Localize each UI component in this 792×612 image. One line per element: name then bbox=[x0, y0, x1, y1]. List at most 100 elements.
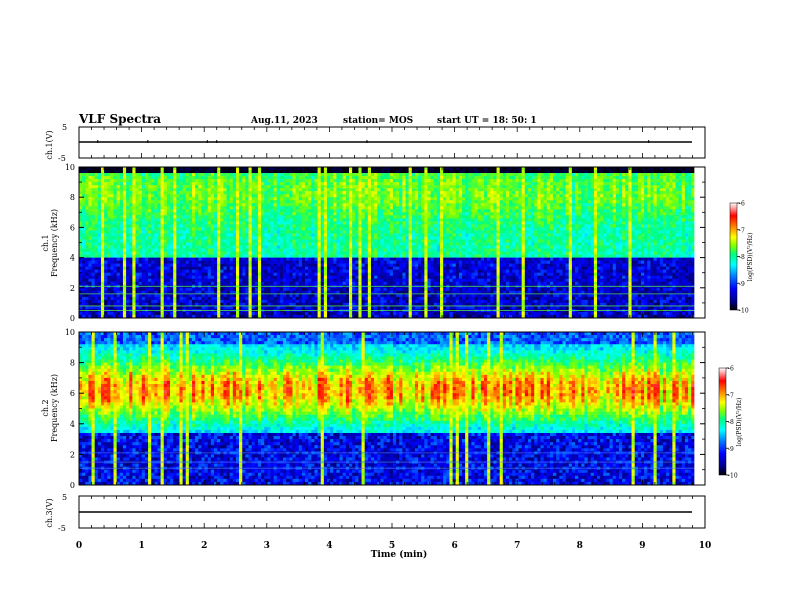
spectrogram-cell bbox=[223, 302, 227, 307]
spectrogram-cell bbox=[176, 254, 180, 258]
spectrogram-cell bbox=[286, 263, 290, 267]
spectrogram-cell bbox=[301, 272, 306, 277]
spectrogram-cell bbox=[179, 176, 183, 180]
spectrogram-cell bbox=[367, 242, 372, 246]
spectrogram-cell bbox=[270, 290, 274, 295]
spectrogram-cell bbox=[232, 251, 237, 255]
spectrogram-cell bbox=[85, 206, 89, 210]
spectrogram-cell bbox=[273, 206, 278, 210]
spectrogram-cell bbox=[192, 260, 196, 264]
spectrogram-cell bbox=[97, 197, 102, 201]
spectrogram-cell bbox=[239, 269, 243, 273]
spectrogram-cell bbox=[166, 170, 171, 174]
spectrogram-cell bbox=[214, 185, 218, 189]
spectrogram-cell bbox=[314, 188, 318, 192]
spectrogram-cell bbox=[173, 254, 177, 258]
spectrogram-cell bbox=[88, 239, 92, 243]
spectrogram-cell bbox=[110, 272, 114, 277]
spectrogram-cell bbox=[210, 176, 215, 180]
spectrogram-cell bbox=[367, 182, 372, 186]
spectrogram-cell bbox=[320, 296, 325, 301]
spectrogram-cell bbox=[91, 281, 95, 286]
spectrogram-cell bbox=[113, 215, 117, 219]
spectrogram-cell bbox=[251, 197, 256, 201]
spectrogram-cell bbox=[166, 185, 171, 189]
spectrogram-cell bbox=[270, 245, 274, 249]
spectrogram-cell bbox=[201, 239, 205, 243]
spectrogram-cell bbox=[110, 266, 114, 270]
spectrogram-cell bbox=[204, 266, 209, 270]
spectrogram-cell bbox=[129, 260, 133, 264]
spectrogram-cell bbox=[157, 176, 161, 180]
spectrogram-cell bbox=[138, 185, 143, 189]
spectrogram-cell bbox=[361, 182, 365, 186]
spectrogram-cell bbox=[100, 254, 105, 258]
spectrogram-cell bbox=[339, 272, 344, 277]
spectrogram-cell bbox=[154, 221, 158, 225]
spectrogram-cell bbox=[176, 197, 180, 201]
spectrogram-cell bbox=[104, 311, 108, 316]
spectrogram-cell bbox=[179, 239, 183, 243]
spectrogram-cell bbox=[195, 260, 199, 264]
spectrogram-cell bbox=[336, 287, 340, 292]
spectrogram-cell bbox=[257, 260, 262, 264]
spectrogram-cell bbox=[173, 236, 177, 240]
spectrogram-cell bbox=[220, 185, 224, 189]
spectrogram-cell bbox=[154, 194, 158, 198]
spectrogram-cell bbox=[210, 218, 215, 222]
spectrogram-cell bbox=[100, 242, 105, 246]
spectrogram-cell bbox=[129, 239, 133, 243]
spectrogram-cell bbox=[91, 179, 95, 183]
spectrogram-cell bbox=[107, 239, 111, 243]
spectrogram-cell bbox=[100, 200, 105, 204]
spectrogram-cell bbox=[195, 263, 199, 267]
spectrogram-cell bbox=[226, 254, 230, 258]
spectrogram-cell bbox=[292, 278, 296, 283]
spectrogram-cell bbox=[295, 269, 300, 273]
spectrogram-cell bbox=[226, 224, 230, 228]
spectrogram-cell bbox=[151, 314, 155, 319]
spectrogram-cell bbox=[367, 173, 372, 177]
spectrogram-cell bbox=[330, 212, 334, 216]
spectrogram-cell bbox=[163, 215, 168, 219]
spectrogram-cell bbox=[129, 197, 133, 201]
spectrogram-cell bbox=[283, 296, 287, 301]
spectrogram-cell bbox=[204, 236, 209, 240]
spectrogram-cell bbox=[173, 176, 177, 180]
spectrogram-cell bbox=[97, 290, 102, 295]
spectrogram-cell bbox=[113, 287, 117, 292]
spectrogram-cell bbox=[210, 167, 215, 171]
spectrogram-cell bbox=[126, 167, 130, 171]
spectrogram-cell bbox=[210, 302, 215, 307]
spectrogram-cell bbox=[358, 188, 362, 192]
spectrogram-cell bbox=[342, 194, 347, 198]
spectrogram-cell bbox=[383, 242, 387, 246]
spectrogram-cell bbox=[301, 212, 306, 216]
spectrogram-cell bbox=[160, 221, 165, 225]
spectrogram-cell bbox=[151, 212, 155, 216]
spectrogram-cell bbox=[235, 305, 240, 310]
spectrogram-cell bbox=[345, 212, 350, 216]
spectrogram-cell bbox=[355, 188, 359, 192]
spectrogram-cell bbox=[94, 242, 99, 246]
spectrogram-cell bbox=[311, 230, 315, 234]
spectrogram-cell bbox=[264, 293, 268, 298]
spectrogram-cell bbox=[188, 221, 193, 225]
spectrogram-cell bbox=[207, 248, 212, 252]
spectrogram-cell bbox=[122, 203, 127, 207]
spectrogram-cell bbox=[126, 200, 130, 204]
spectrogram-cell bbox=[148, 266, 152, 270]
spectrogram-cell bbox=[141, 245, 146, 249]
spectrogram-cell bbox=[239, 302, 243, 307]
spectrogram-cell bbox=[320, 257, 325, 261]
spectrogram-cell bbox=[100, 179, 105, 183]
spectrogram-cell bbox=[179, 314, 183, 319]
spectrogram-cell bbox=[148, 209, 152, 213]
spectrogram-cell bbox=[163, 170, 168, 174]
spectrogram-cell bbox=[323, 296, 328, 301]
spectrogram-cell bbox=[166, 254, 171, 258]
spectrogram-cell bbox=[251, 215, 256, 219]
spectrogram-cell bbox=[355, 206, 359, 210]
spectrogram-cell bbox=[214, 167, 218, 171]
spectrogram-cell bbox=[283, 239, 287, 243]
